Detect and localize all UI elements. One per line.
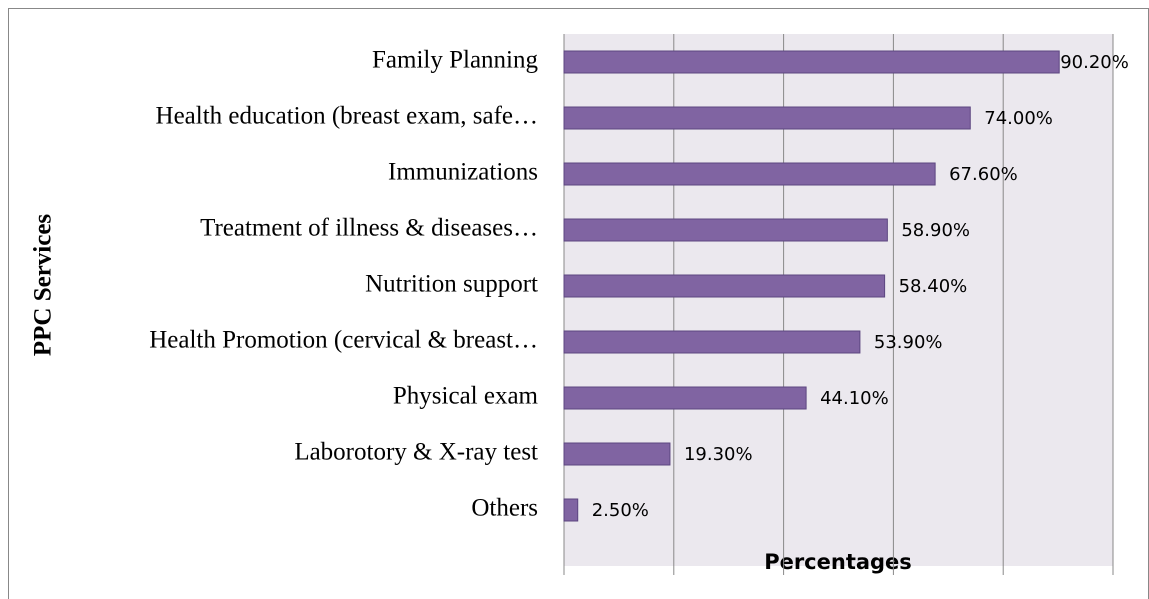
- y-tick-label: Others: [471, 495, 538, 522]
- bar: [563, 498, 579, 522]
- y-tick-label: Family Planning: [372, 47, 538, 74]
- x-axis-title: Percentages: [764, 550, 912, 574]
- bar: [563, 330, 861, 354]
- y-tick-label: Laborotory & X-ray test: [294, 439, 538, 466]
- y-tick-label: Treatment of illness & diseases…: [200, 215, 538, 242]
- data-label: 67.60%: [949, 164, 1018, 185]
- data-label: 44.10%: [820, 388, 889, 409]
- data-label: 53.90%: [874, 332, 943, 353]
- bar: [563, 106, 971, 130]
- y-tick-label: Physical exam: [393, 383, 539, 410]
- bar: [563, 386, 807, 410]
- y-axis-title: PPC Services: [30, 214, 57, 357]
- bar: [563, 218, 888, 242]
- y-tick-label: Health Promotion (cervical & breast…: [149, 327, 538, 354]
- bar: [563, 50, 1060, 74]
- data-label: 74.00%: [984, 108, 1053, 129]
- bar: [563, 274, 886, 298]
- bar: [563, 162, 936, 186]
- data-label: 2.50%: [592, 500, 649, 521]
- data-label: 58.40%: [899, 276, 968, 297]
- data-label: 90.20%: [1060, 52, 1129, 73]
- y-tick-label: Health education (breast exam, safe…: [156, 103, 538, 130]
- data-label: 19.30%: [684, 444, 753, 465]
- bar: [563, 442, 671, 466]
- y-tick-label: Immunizations: [388, 159, 538, 186]
- y-tick-label: Nutrition support: [365, 271, 538, 298]
- data-label: 58.90%: [901, 220, 970, 241]
